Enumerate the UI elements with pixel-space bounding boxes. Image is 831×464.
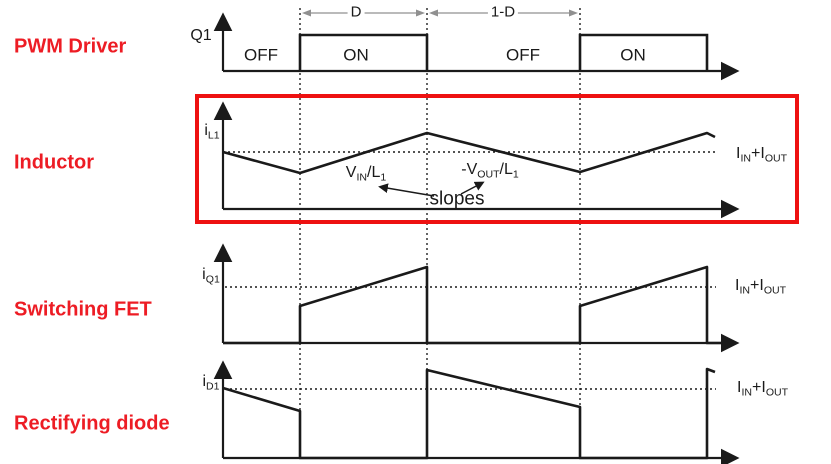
pwm-axis-label: Q1 [190,27,212,44]
fet-current-waveform [223,265,726,345]
slope-pointer-arrow-right [460,181,485,195]
switching-instant-dotted-lines [299,8,581,458]
pwm-panel [213,12,740,81]
duty-on-label: D [347,4,365,20]
pwm-state-off-1: OFF [244,45,278,65]
inductor-panel [213,101,740,219]
pwm-state-off-2: OFF [506,45,540,65]
inductor-level-label: IIN+IOUT [736,145,788,165]
row-label-rectifying-diode: Rectifying diode [14,412,170,435]
row-label-pwm-driver: PWM Driver [14,35,127,58]
row-label-switching-fet: Switching FET [14,298,152,321]
arrowhead-left-icon [302,9,311,17]
fet-panel [213,243,740,353]
slopes-caption: slopes [429,188,485,210]
fet-level-label: IIN+IOUT [735,277,787,297]
diode-panel [213,360,740,464]
row-label-inductor: Inductor [14,151,94,174]
duty-off-label: 1-D [487,4,519,20]
inductor-current-waveform [222,131,716,175]
arrowhead-left-icon [429,9,438,17]
arrowhead-right-icon [416,9,425,17]
pwm-state-on-1: ON [343,45,369,65]
slope-pointer-arrow-left [378,183,435,197]
fet-axis-label: iQ1 [202,266,220,286]
inductor-on-slope-label: VIN/L1 [345,164,387,184]
inductor-axis-label: iL1 [204,122,220,142]
arrowhead-right-icon [569,9,578,17]
pwm-state-on-2: ON [620,45,646,65]
pwm-gate-waveform [298,33,709,71]
diode-current-waveform [222,367,716,460]
diode-axis-label: iD1 [202,373,220,393]
inductor-off-slope-label: -VOUT/L1 [461,161,519,181]
diode-level-label: IIN+IOUT [737,379,789,399]
duty-span-arrows [302,9,578,17]
inductor-highlight-box [195,94,799,224]
